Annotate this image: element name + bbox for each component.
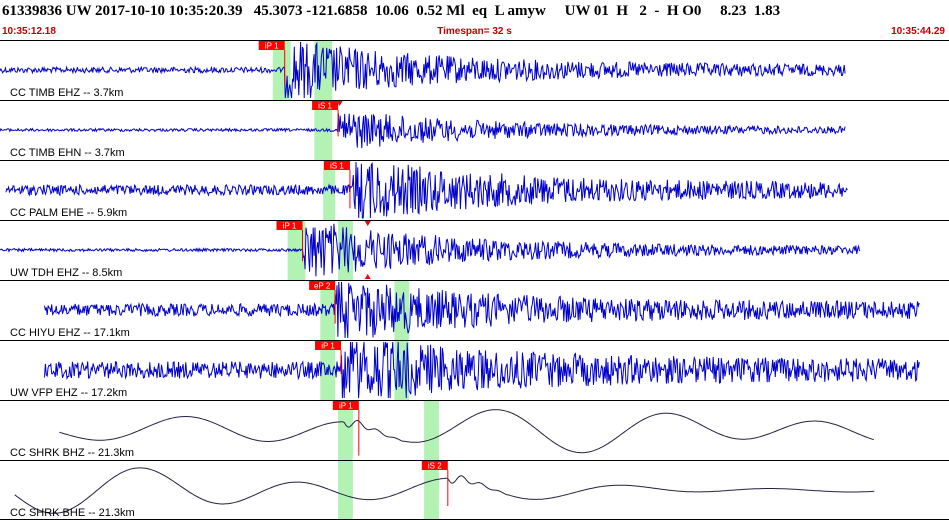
timespan-label: Timespan= 32 s	[437, 26, 512, 37]
station-label: CC TIMB EHZ -- 3.7km	[10, 87, 123, 99]
trace-panel[interactable]: iS 1 CC PALM EHE -- 5.9km	[0, 160, 949, 221]
event-header: 61339836 UW 2017-10-10 10:35:20.39 45.30…	[0, 0, 949, 40]
arrow-marker-icon	[364, 274, 371, 279]
trace-panel[interactable]: iP 1 CC TIMB EHZ -- 3.7km	[0, 40, 949, 101]
seismogram-panel[interactable]: iP 1 CC TIMB EHZ -- 3.7km iS 1 CC TIMB EHN …	[0, 40, 949, 520]
pick-flag	[315, 341, 342, 350]
event-summary-title: 61339836 UW 2017-10-10 10:35:20.39 45.30…	[2, 3, 781, 19]
station-label: CC SHRK BHE -- 21.3km	[10, 507, 135, 519]
station-label: CC PALM EHE -- 5.9km	[10, 207, 127, 219]
pick-window	[338, 401, 353, 460]
trace-panel[interactable]: iS 2 CC SHRK BHE -- 21.3km	[0, 460, 949, 520]
pick-label: iP 1	[339, 402, 353, 411]
pick-window	[394, 281, 410, 340]
waveform	[5, 161, 848, 219]
trace-panel[interactable]: eP 2 CC HIYU EHZ -- 17.1km	[0, 280, 949, 341]
trace-panel[interactable]: iP 1 CC SHRK BHZ -- 21.3km	[0, 400, 949, 461]
pick-flag	[332, 401, 359, 410]
trace-panel[interactable]: iS 1 CC TIMB EHN -- 3.7km	[0, 100, 949, 161]
pick-window	[424, 401, 439, 460]
pick-label: iP 1	[265, 42, 279, 51]
waveform	[59, 409, 874, 454]
pick-flag	[421, 461, 448, 470]
station-label: UW VFP EHZ -- 17.2km	[10, 387, 127, 399]
trace-panel[interactable]: iP 1 UW TDH EHZ -- 8.5km	[0, 220, 949, 281]
pick-window	[323, 161, 336, 220]
end-time: 10:35:44.29	[891, 26, 945, 37]
waveform	[0, 223, 860, 277]
station-label: CC SHRK BHZ -- 21.3km	[10, 447, 134, 459]
station-label: CC TIMB EHN -- 3.7km	[10, 147, 125, 159]
pick-label: iS 1	[330, 162, 344, 171]
pick-label: iS 2	[428, 462, 442, 471]
waveform	[44, 341, 920, 399]
pick-window	[424, 461, 439, 520]
pick-flag	[276, 221, 303, 230]
pick-flag	[258, 41, 285, 50]
pick-label: iP 1	[283, 222, 297, 231]
start-time: 10:35:12.18	[2, 26, 56, 37]
pick-label: iS 1	[318, 102, 332, 111]
waveform	[0, 113, 846, 149]
waveform	[44, 281, 920, 339]
trace-panel[interactable]: iP 1 UW VFP EHZ -- 17.2km	[0, 340, 949, 401]
arrow-marker-icon	[336, 101, 343, 106]
station-label: CC HIYU EHZ -- 17.1km	[10, 327, 130, 339]
pick-flag	[312, 101, 339, 110]
waveform	[14, 467, 875, 514]
pick-flag	[309, 281, 336, 290]
arrow-marker-icon	[364, 221, 371, 226]
waveform	[0, 41, 846, 99]
pick-window	[338, 461, 353, 520]
station-label: UW TDH EHZ -- 8.5km	[10, 267, 122, 279]
pick-label: iP 1	[321, 342, 335, 351]
pick-flag	[323, 161, 350, 170]
pick-label: eP 2	[314, 282, 331, 291]
